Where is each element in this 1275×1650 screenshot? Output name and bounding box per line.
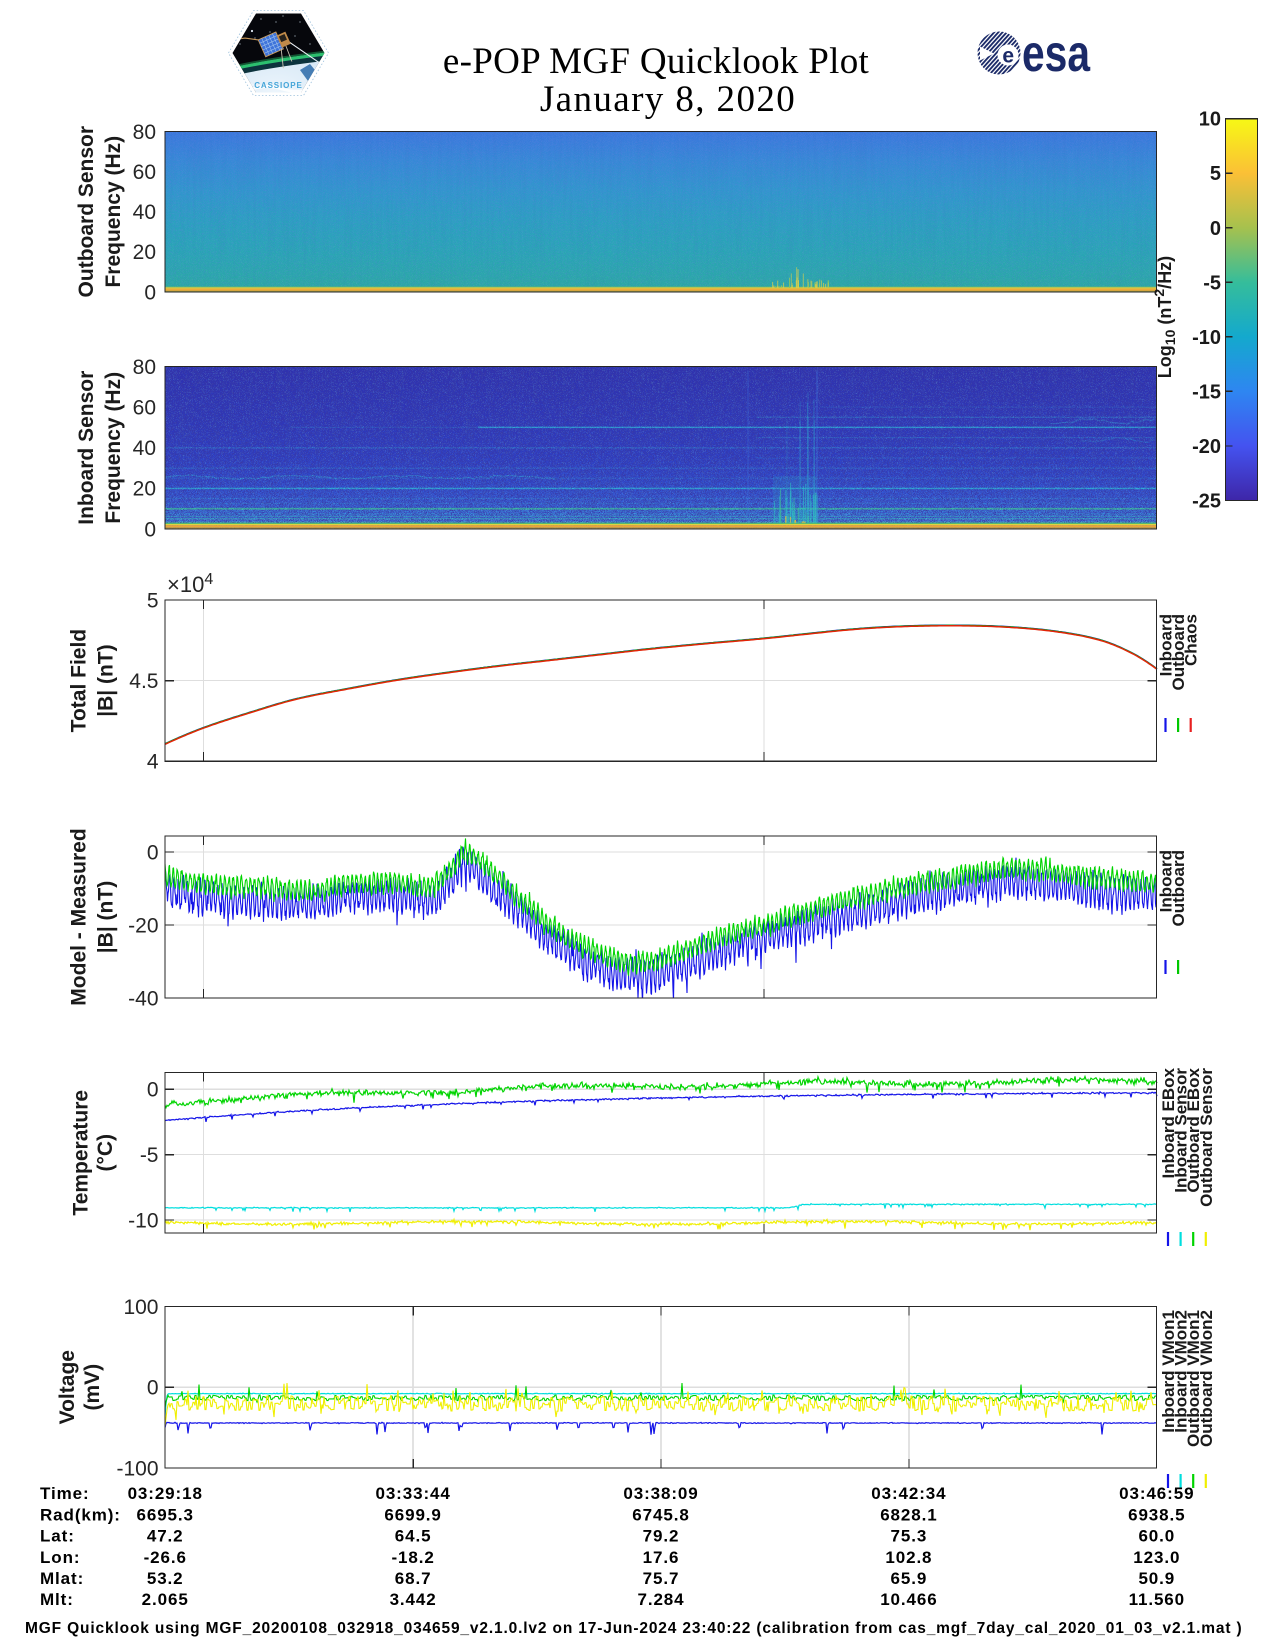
svg-text:0: 0 [1210,218,1221,240]
svg-text:-10: -10 [128,1209,158,1232]
svg-text:Outboard EBox: Outboard EBox [1184,1067,1203,1192]
svg-text:|B| (nT): |B| (nT) [94,881,117,953]
svg-text:-100: -100 [116,1457,158,1480]
svg-text:60: 60 [133,161,156,184]
svg-text:-40: -40 [128,987,158,1010]
svg-text:17.6: 17.6 [643,1548,680,1567]
svg-text:CASSIOPE: CASSIOPE [254,81,303,90]
svg-text:6699.9: 6699.9 [384,1505,441,1524]
svg-text:esa: esa [1022,25,1091,83]
svg-text:×104: ×104 [167,571,213,597]
svg-text:|B| (nT): |B| (nT) [94,644,117,716]
svg-text:60.0: 60.0 [1138,1527,1175,1546]
svg-text:0: 0 [147,1079,159,1102]
svg-text:3.442: 3.442 [390,1590,437,1609]
svg-text:4: 4 [147,751,159,774]
svg-text:e-POP MGF Quicklook Plot: e-POP MGF Quicklook Plot [443,41,870,82]
svg-text:75.7: 75.7 [643,1569,680,1588]
svg-text:5: 5 [1210,163,1221,185]
svg-text:Inboard: Inboard [1156,614,1175,676]
svg-text:03:38:09: 03:38:09 [623,1484,698,1503]
svg-text:20: 20 [133,241,156,264]
svg-text:20: 20 [133,478,156,501]
svg-text:(mV): (mV) [81,1364,104,1411]
svg-text:Frequency (Hz): Frequency (Hz) [102,136,125,288]
svg-text:Voltage: Voltage [56,1350,79,1424]
svg-text:0: 0 [144,518,156,541]
svg-text:-18.2: -18.2 [391,1548,434,1567]
svg-text:10: 10 [1199,109,1221,131]
svg-text:80: 80 [133,356,156,379]
svg-text:Temperature: Temperature [69,1090,92,1216]
svg-text:Lon:: Lon: [40,1548,80,1567]
svg-text:Model - Measured: Model - Measured [67,828,90,1005]
svg-text:Inboard EBox: Inboard EBox [1159,1067,1178,1178]
svg-text:40: 40 [133,201,156,224]
svg-text:Outboard VMon1: Outboard VMon1 [1184,1310,1203,1447]
svg-text:-26.6: -26.6 [144,1548,187,1567]
svg-text:11.560: 11.560 [1129,1590,1185,1609]
svg-text:123.0: 123.0 [1133,1548,1180,1567]
svg-text:79.2: 79.2 [643,1527,680,1546]
svg-text:January 8, 2020: January 8, 2020 [540,79,796,120]
svg-text:03:46:59: 03:46:59 [1119,1484,1194,1503]
svg-text:-15: -15 [1192,381,1221,403]
svg-text:7.284: 7.284 [637,1590,684,1609]
svg-text:Log10 (nT2/Hz): Log10 (nT2/Hz) [1151,256,1178,378]
svg-text:80: 80 [133,121,156,144]
svg-text:6938.5: 6938.5 [1128,1505,1185,1524]
svg-text:-20: -20 [128,914,158,937]
svg-text:Outboard: Outboard [1169,614,1188,691]
svg-text:2.065: 2.065 [142,1590,189,1609]
svg-text:-10: -10 [1192,327,1221,349]
svg-text:53.2: 53.2 [147,1569,184,1588]
svg-text:0: 0 [147,1377,159,1400]
svg-text:Lat:: Lat: [40,1527,75,1546]
svg-text:68.7: 68.7 [395,1569,432,1588]
svg-text:4.5: 4.5 [129,670,158,693]
svg-text:40: 40 [133,437,156,460]
svg-text:5: 5 [147,589,159,612]
svg-text:-5: -5 [1203,272,1221,294]
svg-text:6745.8: 6745.8 [632,1505,689,1524]
svg-text:47.2: 47.2 [147,1527,184,1546]
svg-text:Mlat:: Mlat: [40,1569,84,1588]
svg-text:64.5: 64.5 [395,1527,432,1546]
svg-text:Outboard Sensor: Outboard Sensor [1197,1068,1216,1207]
svg-text:75.3: 75.3 [891,1527,928,1546]
svg-text:-25: -25 [1192,490,1221,512]
svg-text:Chaos: Chaos [1182,614,1201,666]
svg-text:6828.1: 6828.1 [880,1505,937,1524]
svg-text:Total Field: Total Field [67,629,90,732]
svg-text:Frequency (Hz): Frequency (Hz) [102,372,125,524]
svg-text:Time:: Time: [40,1484,90,1503]
svg-text:Inboard Sensor: Inboard Sensor [75,371,98,525]
svg-text:10.466: 10.466 [880,1590,937,1609]
svg-text:65.9: 65.9 [891,1569,928,1588]
svg-text:6695.3: 6695.3 [136,1505,193,1524]
svg-text:60: 60 [133,396,156,419]
svg-text:Mlt:: Mlt: [40,1590,74,1609]
svg-text:MGF Quicklook using MGF_202001: MGF Quicklook using MGF_20200108_032918_… [25,1620,1243,1637]
svg-text:102.8: 102.8 [885,1548,932,1567]
svg-text:100: 100 [123,1296,158,1319]
svg-text:Outboard Sensor: Outboard Sensor [75,126,98,298]
svg-text:03:33:44: 03:33:44 [375,1484,450,1503]
svg-text:-20: -20 [1192,436,1221,458]
svg-text:Rad(km):: Rad(km): [40,1505,121,1524]
svg-text:Inboard VMon2: Inboard VMon2 [1172,1310,1191,1433]
svg-text:0: 0 [144,281,156,304]
svg-text:Inboard: Inboard [1156,850,1175,912]
svg-text:50.9: 50.9 [1138,1569,1175,1588]
svg-text:0: 0 [147,841,159,864]
svg-text:Outboard VMon2: Outboard VMon2 [1197,1310,1216,1447]
svg-text:03:42:34: 03:42:34 [871,1484,946,1503]
svg-text:-5: -5 [140,1144,159,1167]
svg-text:03:29:18: 03:29:18 [128,1484,203,1503]
svg-text:e: e [1002,45,1014,68]
svg-text:Inboard VMon1: Inboard VMon1 [1159,1310,1178,1433]
svg-text:Outboard: Outboard [1169,850,1188,927]
svg-text:Inboard Sensor: Inboard Sensor [1172,1068,1191,1193]
svg-text:(°C): (°C) [94,1134,117,1172]
